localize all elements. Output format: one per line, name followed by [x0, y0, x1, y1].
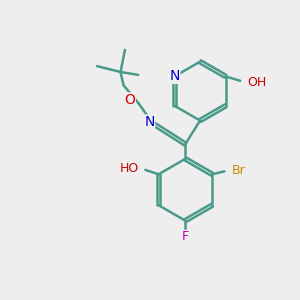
Text: N: N — [169, 69, 180, 83]
Text: N: N — [144, 115, 154, 129]
Text: O: O — [124, 93, 135, 107]
Text: F: F — [182, 230, 189, 243]
Text: OH: OH — [248, 76, 267, 89]
Text: HO: HO — [120, 162, 140, 175]
Text: Br: Br — [232, 164, 246, 177]
